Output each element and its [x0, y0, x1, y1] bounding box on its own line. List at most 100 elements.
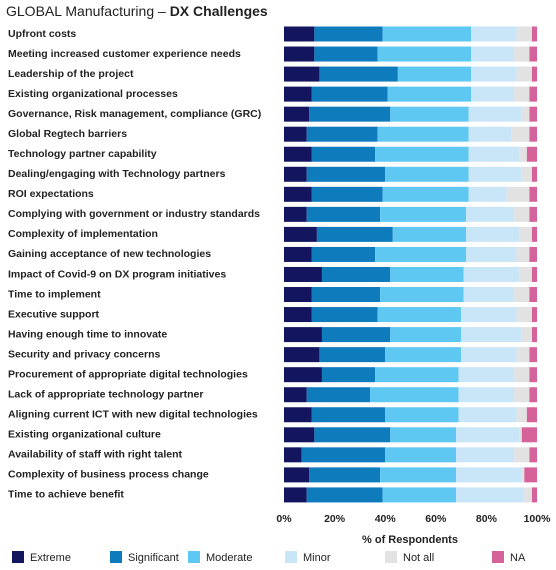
bar-segment [463, 266, 520, 282]
bar-segment [306, 387, 371, 403]
bar-segment [311, 146, 376, 162]
bar-segment [321, 327, 391, 343]
bar-segment [458, 387, 515, 403]
bar-segment [284, 487, 307, 503]
legend-swatch [385, 551, 397, 563]
bar-segment [516, 307, 532, 323]
bar-segment [514, 206, 530, 222]
bar-segment [284, 427, 315, 443]
bar-segment [390, 106, 469, 122]
bar-segment [387, 86, 472, 102]
bar-segment [456, 447, 515, 463]
bar-segment [284, 447, 302, 463]
bar-segment [382, 186, 469, 202]
bar-segment [385, 447, 457, 463]
x-tick-label: 20% [324, 513, 346, 525]
chart-title: GLOBAL Manufacturing – DX Challenges [6, 3, 268, 19]
bar-segment [284, 126, 307, 142]
legend-label: Not all [403, 552, 434, 564]
bar-segment [463, 287, 515, 303]
x-axis-label: % of Respondents [362, 534, 458, 546]
bar-segment [531, 266, 537, 282]
bar-segment [529, 287, 537, 303]
category-label: Global Regtech barriers [8, 128, 127, 140]
category-label: Technology partner capability [8, 148, 157, 160]
category-label: Availability of staff with right talent [8, 449, 183, 461]
bar-segment [519, 226, 532, 242]
bar-segment [321, 367, 376, 383]
bar-segment [471, 26, 517, 42]
bar-segment [531, 66, 537, 82]
bar-segment [519, 427, 522, 443]
bar-segment [284, 146, 312, 162]
bar-segment [471, 66, 517, 82]
bar-segment [284, 347, 320, 363]
category-label: Having enough time to innovate [8, 328, 167, 340]
bar-segment [375, 246, 467, 262]
legend-label: Extreme [30, 552, 71, 564]
bar-segment [284, 407, 312, 423]
bar-segment [461, 307, 517, 323]
bar-segment [284, 327, 322, 343]
bar-segment [284, 387, 307, 403]
bar-segment [529, 126, 537, 142]
legend-label: Moderate [206, 552, 252, 564]
bar-segment [456, 427, 520, 443]
legend-label: Minor [303, 552, 331, 564]
bar-segment [380, 206, 467, 222]
bar-segment [321, 266, 391, 282]
bar-segment [284, 367, 322, 383]
bar-segment [314, 26, 383, 42]
bar-segment [284, 66, 320, 82]
bar-segment [526, 146, 537, 162]
bar-segment [519, 146, 527, 162]
bar-segment [461, 347, 517, 363]
bar-segment [521, 106, 530, 122]
legend-label: Significant [128, 552, 179, 564]
bar-segment [468, 166, 522, 182]
x-tick-label: 40% [375, 513, 397, 525]
category-label: Security and privacy concerns [8, 348, 160, 360]
bar-segment [306, 126, 378, 142]
bar-segment [385, 347, 462, 363]
bar-segment [521, 467, 525, 483]
category-label: Complying with government or industry st… [8, 208, 260, 220]
bar-segment [284, 26, 315, 42]
bar-segment [311, 287, 381, 303]
bar-segment [380, 467, 457, 483]
bar-segment [529, 387, 537, 403]
bar-segment [506, 186, 530, 202]
bar-segment [284, 287, 312, 303]
bar-segment [516, 246, 530, 262]
bar-segment [458, 407, 517, 423]
bar-segment [284, 266, 322, 282]
bar-segment [390, 327, 462, 343]
bar-segment [377, 307, 462, 323]
category-label: Upfront costs [8, 28, 76, 40]
bar-segment [284, 86, 312, 102]
category-label: Procurement of appropriate digital techn… [8, 368, 248, 380]
bar-segment [511, 126, 530, 142]
bar-segment [516, 347, 530, 363]
bar-segment [466, 246, 517, 262]
bar-segment [516, 407, 527, 423]
bar-segment [309, 106, 391, 122]
bar-segment [529, 106, 537, 122]
bar-segment [531, 226, 537, 242]
bar-segment [284, 246, 312, 262]
bar-segment [519, 266, 532, 282]
bar-segment [531, 487, 537, 503]
bar-segment [284, 307, 312, 323]
legend-swatch [492, 551, 504, 563]
bar-segment [524, 467, 537, 483]
bar-segment [311, 86, 388, 102]
bar-segment [461, 327, 522, 343]
x-tick-label: 60% [425, 513, 447, 525]
category-label: Meeting increased customer experience ne… [8, 48, 241, 60]
bar-segment [529, 186, 537, 202]
bar-segment [521, 427, 537, 443]
bar-segment [311, 246, 376, 262]
bar-segment [397, 66, 472, 82]
bar-segment [531, 327, 537, 343]
